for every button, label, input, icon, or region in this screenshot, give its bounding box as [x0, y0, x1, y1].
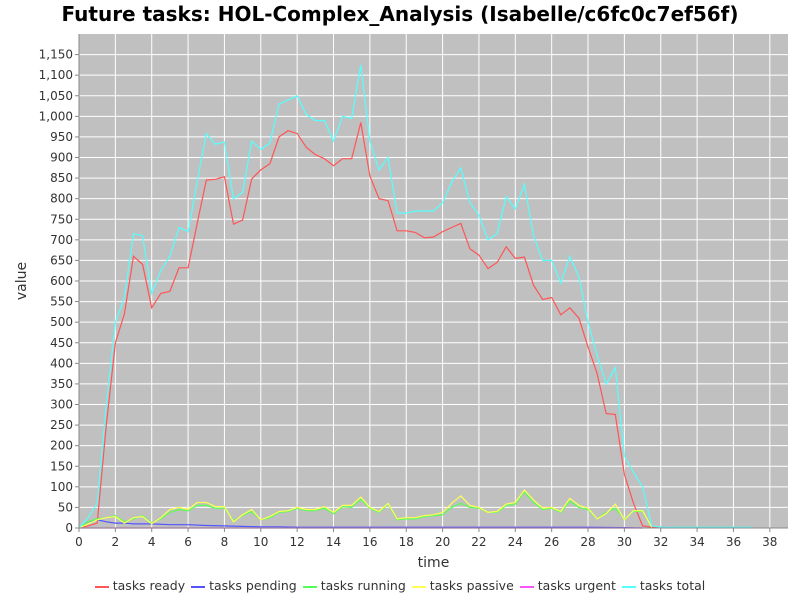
legend-swatch: [94, 585, 109, 588]
y-tick-label: 200: [50, 439, 73, 453]
x-tick-label: 30: [617, 535, 632, 549]
x-tick-label: 22: [471, 535, 486, 549]
y-tick-label: 100: [50, 480, 73, 494]
legend-item-tasks-total: tasks total: [621, 578, 706, 593]
y-tick-label: 700: [50, 233, 73, 247]
x-axis-title: time: [418, 555, 450, 571]
legend-label: tasks total: [639, 578, 706, 593]
legend-swatch: [411, 585, 426, 588]
y-tick-label: 350: [50, 377, 73, 391]
y-tick-label: 1,050: [39, 89, 73, 103]
x-tick-label: 0: [75, 535, 83, 549]
legend-swatch: [621, 585, 636, 588]
legend-label: tasks urgent: [537, 578, 616, 593]
y-tick-label: 500: [50, 315, 73, 329]
y-tick-label: 750: [50, 212, 73, 226]
legend-item-tasks-urgent: tasks urgent: [519, 578, 616, 593]
x-tick-label: 2: [112, 535, 120, 549]
x-tick-label: 6: [184, 535, 192, 549]
grid-lines: [78, 34, 788, 529]
series-line-tasks-total: [78, 64, 752, 529]
x-tick-label: 32: [653, 535, 668, 549]
y-axis-title: value: [14, 262, 30, 300]
legend-item-tasks-running: tasks running: [302, 578, 406, 593]
x-tick-label: 28: [580, 535, 595, 549]
x-tick-label: 10: [253, 535, 268, 549]
legend-item-tasks-passive: tasks passive: [411, 578, 514, 593]
legend-label: tasks passive: [429, 578, 514, 593]
x-tick-label: 18: [399, 535, 414, 549]
legend-swatch: [191, 585, 206, 588]
x-tick-label: 24: [508, 535, 523, 549]
y-axis: 0 50 100 150 200 250 300 350 400 450 500 550 600 650 7…: [39, 34, 80, 535]
legend-item-tasks-pending: tasks pending: [191, 578, 297, 593]
legend-swatch: [519, 585, 534, 588]
y-tick-label: 550: [50, 295, 73, 309]
y-tick-label: 1,100: [39, 68, 73, 82]
y-tick-label: 800: [50, 192, 73, 206]
x-axis: 0 2 4 6 8 10 12 14 16 18 20 22 24 26 28 30 32 34 36 38: [75, 527, 788, 549]
y-tick-label: 900: [50, 151, 73, 165]
legend-label: tasks ready: [112, 578, 186, 593]
y-tick-label: 1,150: [39, 48, 73, 62]
x-tick-label: 26: [544, 535, 559, 549]
legend-item-tasks-ready: tasks ready: [94, 578, 186, 593]
x-tick-label: 8: [221, 535, 229, 549]
x-tick-label: 34: [689, 535, 704, 549]
y-tick-label: 650: [50, 253, 73, 267]
x-tick-label: 14: [326, 535, 341, 549]
y-tick-label: 950: [50, 130, 73, 144]
x-tick-label: 16: [362, 535, 377, 549]
y-tick-label: 300: [50, 398, 73, 412]
y-tick-label: 50: [58, 500, 73, 514]
legend-swatch: [302, 585, 317, 588]
y-tick-label: 850: [50, 171, 73, 185]
series-line-tasks-pending: [78, 519, 643, 529]
y-tick-label: 250: [50, 418, 73, 432]
x-tick-label: 38: [762, 535, 777, 549]
legend-label: tasks running: [320, 578, 406, 593]
series-line-tasks-passive: [78, 489, 653, 529]
chart-title: Future tasks: HOL-Complex_Analysis (Isab…: [61, 2, 739, 26]
legend-label: tasks pending: [209, 578, 297, 593]
series-line-tasks-running: [78, 490, 653, 529]
y-tick-label: 600: [50, 274, 73, 288]
y-tick-label: 0: [65, 521, 73, 535]
y-tick-label: 450: [50, 336, 73, 350]
y-tick-label: 400: [50, 356, 73, 370]
x-tick-label: 20: [435, 535, 450, 549]
x-tick-label: 4: [148, 535, 156, 549]
legend: tasks ready tasks pending tasks running tas…: [0, 578, 800, 593]
x-tick-label: 12: [290, 535, 305, 549]
y-tick-label: 150: [50, 459, 73, 473]
series-line-tasks-ready: [78, 122, 752, 529]
x-tick-label: 36: [726, 535, 741, 549]
y-tick-label: 1,000: [39, 109, 73, 123]
